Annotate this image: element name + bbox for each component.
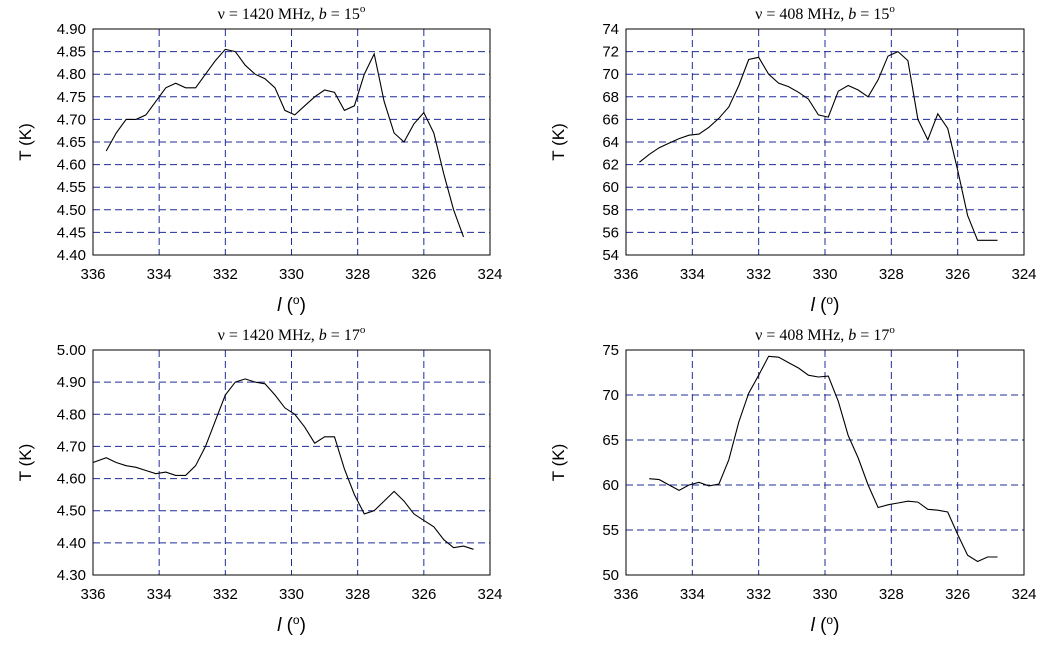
chart-panel-4: 336 334 332 330 328 326 324 50 55 60 65 70 75 T (K) l … [549,324,1037,636]
y-tick-label: 4.55 [57,179,86,196]
x-tick-label: 332 [213,266,238,283]
x-tick-label: 324 [477,266,502,283]
x-tick-label: 336 [80,586,105,603]
y-tick-label: 5.00 [57,342,86,359]
x-tick-label: 324 [477,586,502,603]
y-tick-label: 4.60 [57,471,86,488]
x-tick-label: 324 [1011,586,1036,603]
y-tick-label: 4.60 [57,157,86,174]
x-tick-label: 328 [345,266,370,283]
y-tick-label: 4.70 [57,111,86,128]
y-tick-label: 60 [602,179,619,196]
chart-title: ν = 408 MHz, b = 17o [755,324,895,344]
y-tick-label: 4.40 [57,535,86,552]
x-tick-label: 334 [680,266,705,283]
y-tick-label: 56 [602,224,619,241]
chart-title: ν = 1420 MHz, b = 17o [218,324,366,344]
x-tick-label: 334 [680,586,705,603]
chart-title: ν = 408 MHz, b = 15o [755,3,895,23]
x-tick-label: 330 [279,586,304,603]
y-tick-label: 4.85 [57,44,86,61]
x-tick-label: 326 [411,266,436,283]
y-tick-label: 60 [602,477,619,494]
x-tick-label: 332 [746,586,771,603]
y-tick-label: 4.50 [57,503,86,520]
chart-panel-3: 336 334 332 330 328 326 324 4.30 4.40 4.50 4.60 4.7… [16,324,503,636]
x-tick-label: 334 [147,586,172,603]
x-tick-label: 336 [80,266,105,283]
y-tick-label: 75 [602,342,619,359]
y-tick-label: 58 [602,202,619,219]
y-tick-label: 4.75 [57,89,86,106]
x-tick-label: 326 [411,586,436,603]
x-tick-label: 336 [613,586,638,603]
y-tick-label: 70 [602,387,619,404]
chart-panel-1: 336 334 332 330 328 326 324 4.40 4.45 4.50 4.55 4.6… [16,3,503,316]
x-tick-label: 334 [147,266,172,283]
y-tick-label: 50 [602,567,619,584]
y-tick-label: 4.40 [57,247,86,264]
y-axis-label: T (K) [549,123,568,160]
y-tick-label: 4.65 [57,134,86,151]
x-axis-label: l (o) [277,613,306,636]
y-tick-label: 4.50 [57,202,86,219]
series-line-1 [649,355,998,563]
x-axis-label: l (o) [277,293,306,316]
y-axis-label: T (K) [549,444,568,481]
y-tick-label: 4.90 [57,374,86,391]
plot-frame [625,349,1025,576]
x-tick-label: 326 [945,266,970,283]
y-tick-label: 70 [602,66,619,83]
y-tick-label: 74 [602,21,619,38]
x-tick-label: 328 [879,266,904,283]
x-tick-label: 328 [345,586,370,603]
series-line-1 [105,48,465,238]
y-tick-label: 64 [602,134,619,151]
y-tick-label: 66 [602,111,619,128]
x-tick-label: 330 [279,266,304,283]
x-tick-label: 332 [213,586,238,603]
chart-panel-2: 336 334 332 330 328 326 324 54 56 58 60 62 64 66 68 70 7… [549,3,1037,316]
x-tick-label: 336 [613,266,638,283]
y-tick-label: 4.70 [57,438,86,455]
y-tick-label: 4.80 [57,406,86,423]
y-tick-label: 4.45 [57,224,86,241]
x-tick-label: 330 [812,266,837,283]
y-axis-label: T (K) [16,123,35,160]
x-axis-label: l (o) [811,613,840,636]
y-tick-label: 4.80 [57,66,86,83]
plot-frame [92,28,491,256]
y-tick-label: 4.30 [57,567,86,584]
y-axis-label: T (K) [16,444,35,481]
y-tick-label: 72 [602,44,619,61]
series-line-1 [92,378,474,550]
y-tick-label: 62 [602,157,619,174]
x-tick-label: 326 [945,586,970,603]
chart-title: ν = 1420 MHz, b = 15o [218,3,366,23]
y-tick-label: 65 [602,432,619,449]
series-line-1 [638,50,998,241]
y-tick-label: 54 [602,247,619,264]
plot-frame [625,28,1025,256]
y-tick-label: 55 [602,522,619,539]
x-tick-label: 328 [879,586,904,603]
x-tick-label: 330 [812,586,837,603]
x-tick-label: 332 [746,266,771,283]
y-tick-label: 4.90 [57,21,86,38]
x-tick-label: 324 [1011,266,1036,283]
y-tick-label: 68 [602,89,619,106]
x-axis-label: l (o) [811,293,840,316]
